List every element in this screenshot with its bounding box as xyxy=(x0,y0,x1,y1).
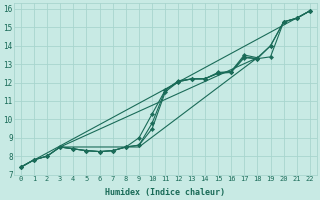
X-axis label: Humidex (Indice chaleur): Humidex (Indice chaleur) xyxy=(105,188,225,197)
